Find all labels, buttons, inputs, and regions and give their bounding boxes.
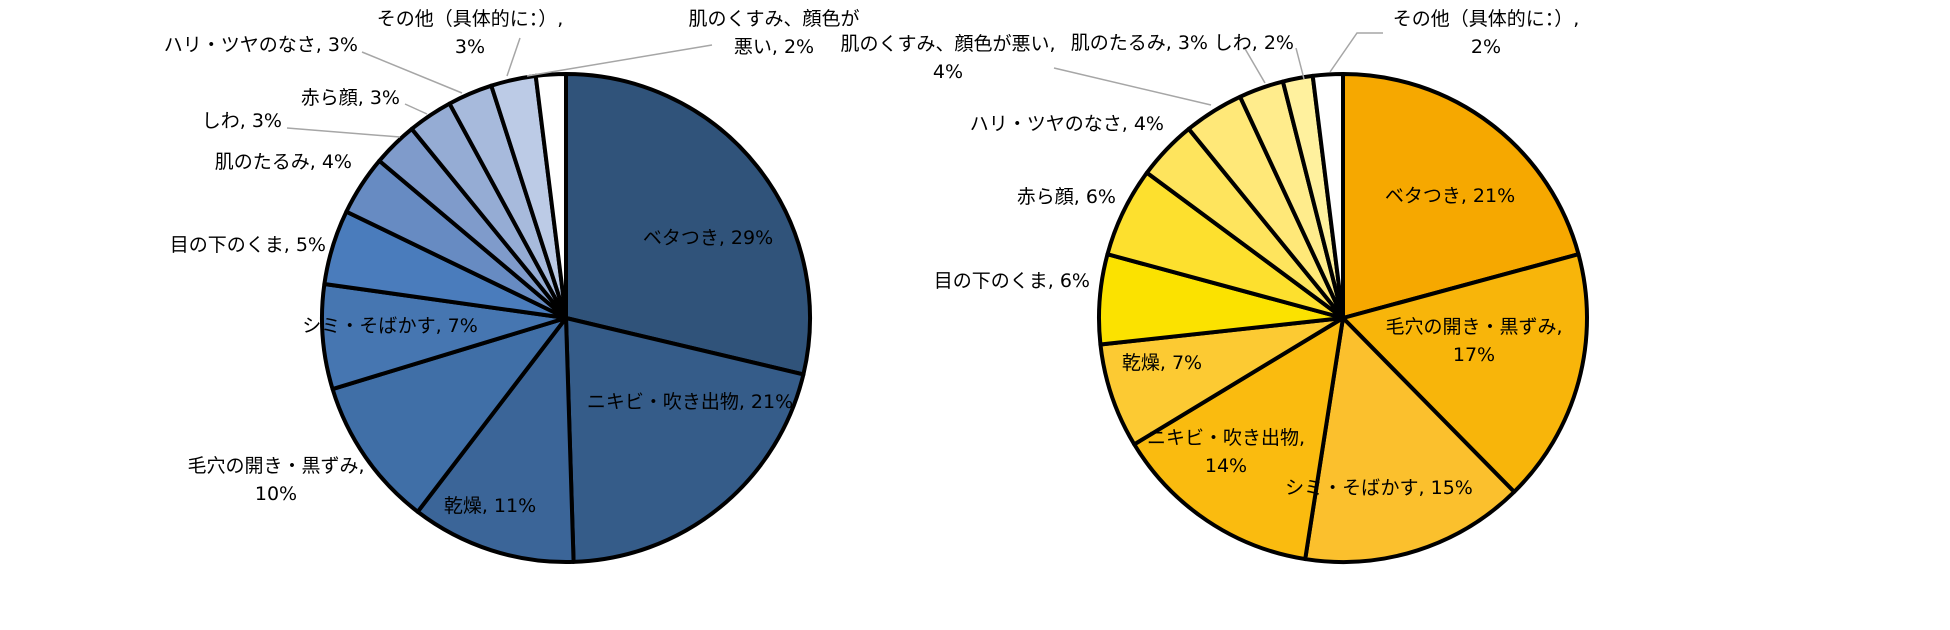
data-label: 肌のくすみ、顔色が悪い, 4%	[840, 33, 1055, 83]
pie-slice	[1132, 316, 1345, 562]
leader-line	[1243, 46, 1266, 84]
pie-slice	[1098, 316, 1345, 447]
data-label: 肌のくすみ、顔色が悪い, 2%	[688, 8, 859, 58]
leader-line	[286, 127, 401, 138]
pie-slices	[1096, 72, 1589, 565]
pie-slice	[1310, 72, 1345, 320]
data-label: ベタつき, 21%	[1385, 185, 1515, 207]
data-label: 目の下のくま, 5%	[170, 234, 326, 256]
data-label: 毛穴の開き・黒ずみ, 17%	[1385, 316, 1562, 366]
data-label: 目の下のくま, 6%	[934, 270, 1090, 292]
leader-line	[526, 44, 713, 77]
leader-line	[1295, 47, 1305, 80]
data-label: その他（具体的に：）, 2%	[1393, 8, 1580, 58]
data-label: その他（具体的に：）, 3%	[377, 8, 564, 58]
data-label: しわ, 2%	[1214, 32, 1294, 54]
data-label: 乾燥, 11%	[444, 495, 536, 517]
data-label: ニキビ・吹き出物, 21%	[587, 391, 793, 413]
pie-slice	[564, 72, 812, 377]
data-label: ハリ・ツヤのなさ, 4%	[970, 113, 1164, 135]
data-label: 毛穴の開き・黒ずみ, 10%	[187, 455, 364, 505]
pie-slice	[1303, 316, 1517, 565]
data-label: 肌のたるみ, 4%	[215, 151, 352, 173]
pie-slice	[1341, 72, 1581, 320]
data-label: ニキビ・吹き出物, 14%	[1147, 427, 1305, 477]
data-label: しわ, 3%	[202, 110, 282, 132]
data-label: シミ・そばかす, 15%	[1285, 477, 1473, 499]
data-label: シミ・そばかす, 7%	[302, 315, 478, 337]
pie-slice	[330, 316, 568, 514]
pie-slice	[415, 316, 576, 564]
leader-line	[506, 37, 521, 77]
leader-line	[361, 51, 463, 94]
pie-slices	[320, 72, 812, 564]
data-label: ハリ・ツヤのなさ, 3%	[164, 34, 358, 56]
data-label: 乾燥, 7%	[1122, 352, 1202, 374]
leader-line	[1053, 67, 1212, 106]
pie-chart-2: ベタつき, 21% 毛穴の開き・黒ずみ, 17% シミ・そばかす, 15%ニキビ・吹き…	[840, 8, 1589, 565]
data-label: 肌のたるみ, 3%	[1071, 32, 1208, 54]
leader-line	[1329, 32, 1383, 73]
data-label: 赤ら顔, 6%	[1017, 186, 1116, 208]
pie-slice	[533, 72, 568, 320]
pie-slice	[1341, 252, 1589, 494]
pie-chart-1: ベタつき, 29% ニキビ・吹き出物, 21% 乾燥, 11% 毛穴の開き・黒ずみ, 1…	[164, 8, 860, 564]
pie-slice	[564, 316, 806, 564]
leader-line	[404, 103, 428, 115]
data-label: ベタつき, 29%	[643, 227, 773, 249]
data-label: 赤ら顔, 3%	[301, 87, 400, 109]
